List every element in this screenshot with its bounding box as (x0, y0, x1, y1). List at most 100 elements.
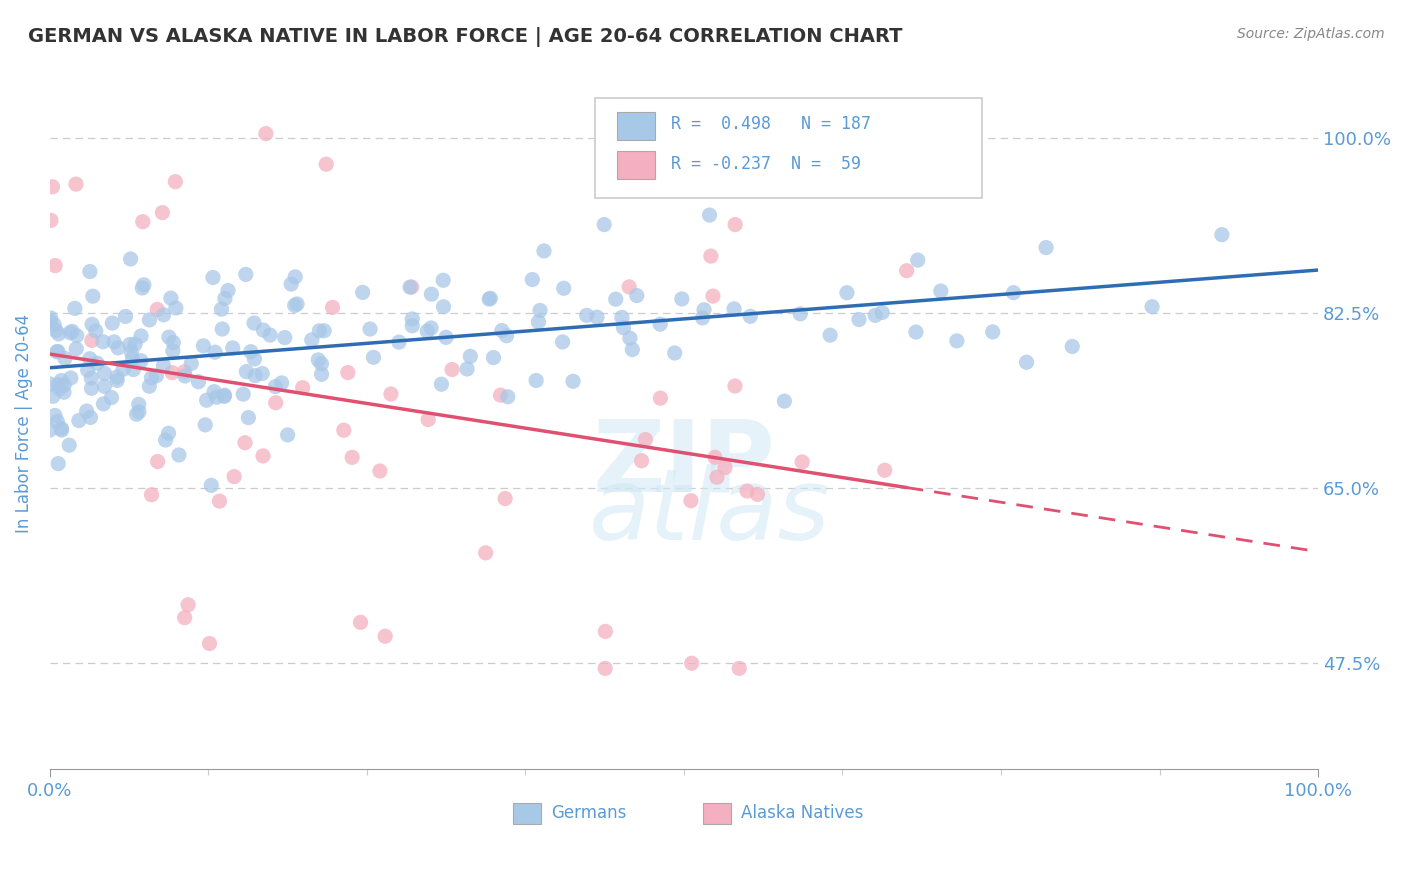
Point (1015, 355, 1038, 369)
Point (1002, 285, 1025, 300)
Point (374, 629, 396, 643)
Point (489, 388, 512, 402)
Y-axis label: In Labor Force | Age 20-64: In Labor Force | Age 20-64 (15, 313, 32, 533)
Point (496, 390, 519, 404)
Point (630, 454, 652, 468)
Point (873, 463, 896, 477)
Point (76, 404, 98, 418)
Point (619, 331, 641, 345)
Point (129, 353, 152, 368)
Point (121, 351, 143, 366)
Point (48, 382, 70, 396)
Point (44, 318, 66, 332)
Point (333, 423, 356, 437)
Point (243, 351, 266, 366)
Point (681, 657, 703, 671)
Point (904, 325, 927, 339)
Point (724, 218, 747, 232)
Point (243, 316, 266, 330)
Point (314, 324, 336, 338)
Point (162, 343, 184, 358)
FancyBboxPatch shape (595, 98, 981, 198)
Point (38, 423, 60, 437)
Point (1211, 227, 1233, 242)
Point (46, 344, 69, 359)
Point (66, 328, 89, 343)
Point (59, 326, 82, 340)
Point (194, 417, 217, 432)
Point (152, 308, 174, 322)
Point (740, 310, 762, 324)
Point (79, 264, 101, 278)
Point (91, 334, 114, 349)
Point (363, 351, 385, 365)
Point (401, 280, 423, 294)
Point (285, 297, 308, 311)
Point (714, 460, 737, 475)
Point (120, 345, 142, 359)
Point (495, 328, 517, 343)
Point (155, 433, 177, 447)
Bar (617, 112, 655, 140)
Point (114, 310, 136, 324)
Point (252, 449, 274, 463)
Point (284, 269, 307, 284)
Point (553, 281, 575, 295)
Point (128, 405, 150, 419)
Point (706, 470, 728, 484)
Point (86, 356, 108, 370)
Point (132, 277, 155, 292)
Point (235, 365, 257, 379)
Point (284, 298, 307, 312)
Point (132, 215, 155, 229)
Point (107, 341, 129, 355)
Point (46, 457, 69, 471)
Text: GERMAN VS ALASKA NATIVE IN LABOR FORCE | AGE 20-64 CORRELATION CHART: GERMAN VS ALASKA NATIVE IN LABOR FORCE |… (28, 27, 903, 46)
Point (274, 330, 297, 344)
Point (699, 208, 721, 222)
Point (434, 330, 457, 344)
Point (39, 213, 62, 227)
Point (51, 421, 73, 435)
Point (235, 268, 257, 282)
Point (1140, 300, 1163, 314)
Point (118, 337, 141, 351)
Point (82, 289, 104, 303)
Point (195, 393, 218, 408)
Point (124, 337, 146, 351)
Point (679, 493, 702, 508)
Point (39, 314, 62, 328)
Point (243, 368, 266, 383)
Point (593, 661, 616, 675)
Point (222, 341, 245, 355)
Point (527, 315, 550, 329)
Point (818, 328, 841, 343)
Point (491, 324, 513, 338)
Point (315, 157, 337, 171)
Point (929, 284, 952, 298)
Point (167, 448, 190, 462)
Point (702, 289, 724, 303)
Point (835, 285, 858, 300)
Point (907, 253, 929, 268)
Point (138, 313, 160, 327)
Text: R = -0.237  N =  59: R = -0.237 N = 59 (671, 155, 862, 173)
Point (63, 301, 86, 316)
Point (44, 409, 66, 423)
Point (173, 610, 195, 624)
Point (478, 292, 501, 306)
Point (250, 367, 273, 381)
Point (224, 469, 246, 483)
Point (67, 413, 90, 427)
Text: Alaska Natives: Alaska Natives (741, 805, 863, 822)
Point (122, 362, 145, 376)
Point (586, 310, 609, 325)
Point (152, 359, 174, 373)
Point (157, 426, 180, 441)
Point (359, 322, 381, 336)
Point (664, 346, 686, 360)
Point (551, 334, 574, 349)
Point (254, 127, 277, 141)
Point (162, 335, 184, 350)
Point (214, 292, 236, 306)
